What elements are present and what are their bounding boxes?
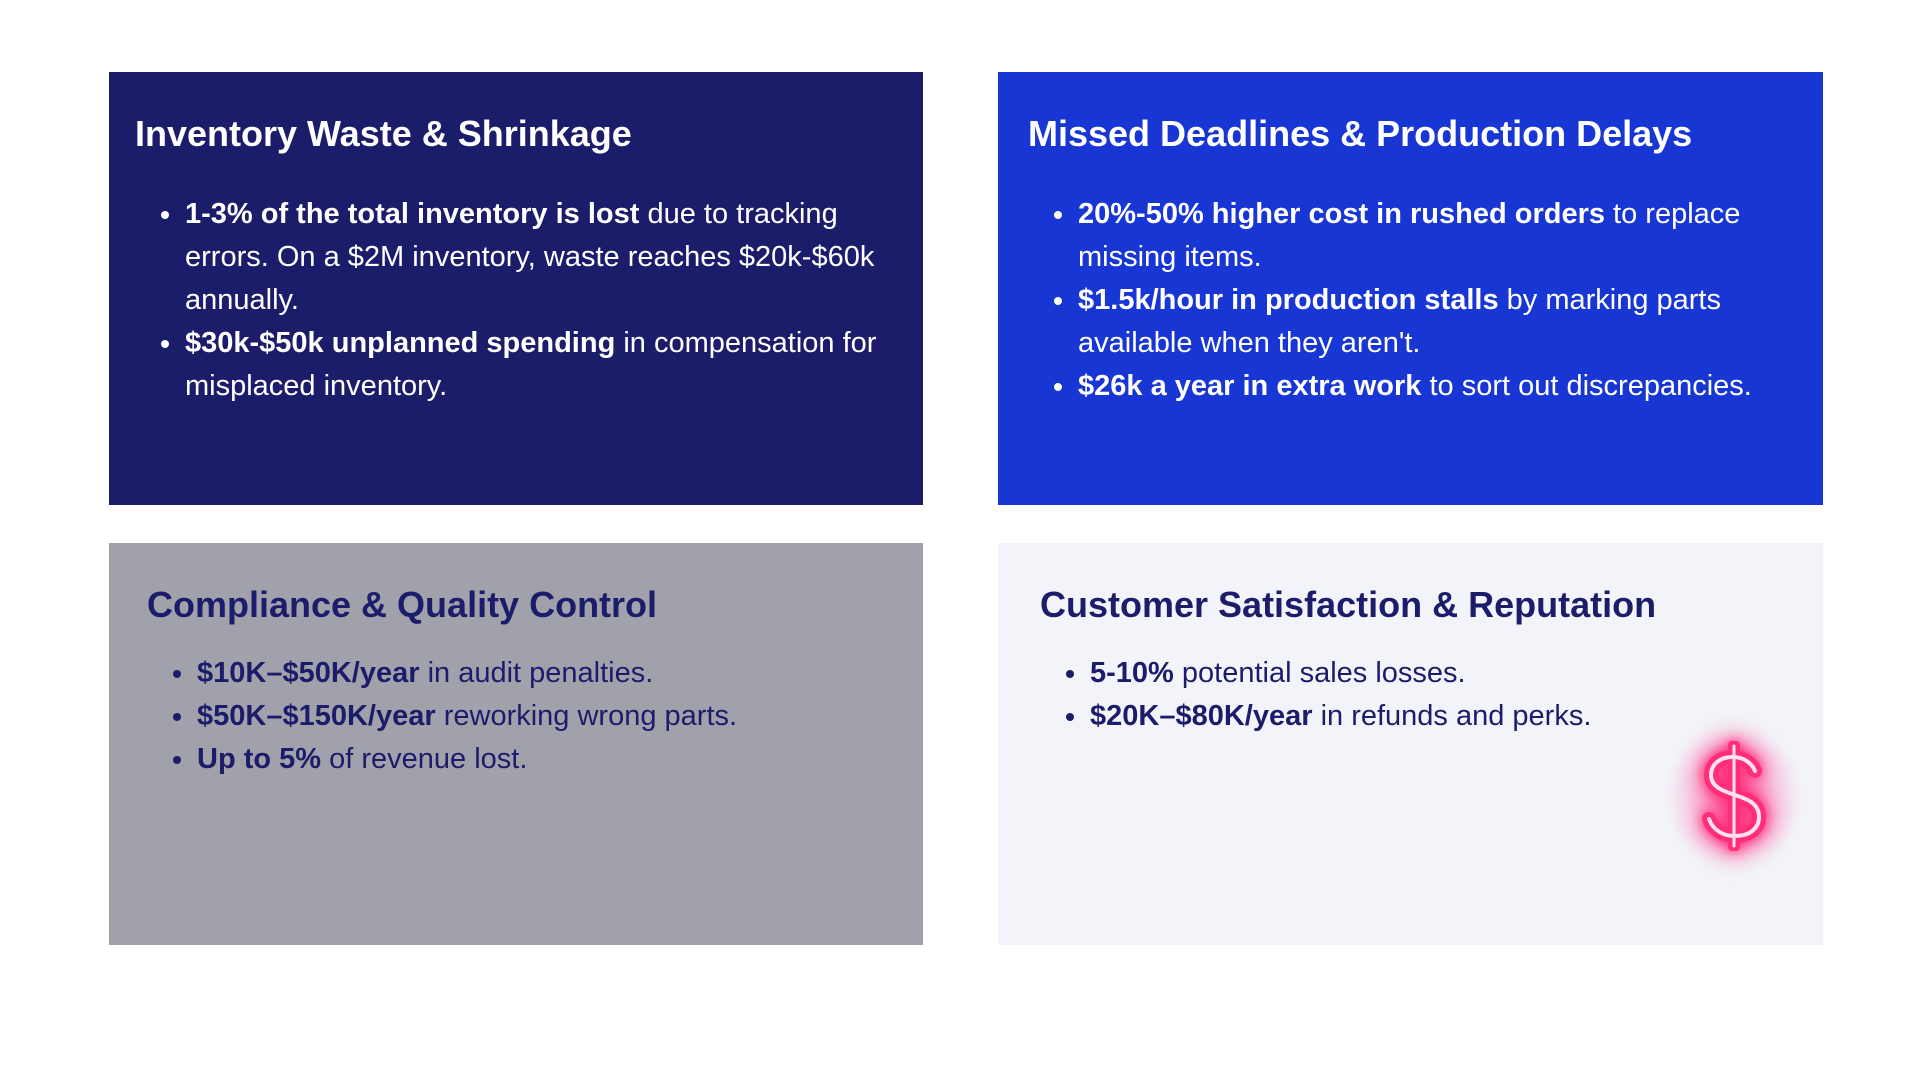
missed-deadlines-card: Missed Deadlines & Production Delays 20%… [998,72,1823,505]
item-text: reworking wrong parts. [435,700,738,733]
dollar-sign-icon [1702,741,1766,851]
item-text: by marking parts available when they are… [1078,284,1721,360]
item-highlight: $30k-$50k unplanned spending [185,327,616,360]
list-item: 5-10% potential sales losses. [1066,652,1793,695]
item-highlight: $26k a year in extra work [1078,370,1422,403]
bullet-list: 5-10% potential sales losses. $20K–$80K/… [1040,652,1793,738]
list-item: $26k a year in extra work to sort out di… [1054,365,1793,408]
list-item: $1.5k/hour in production stalls by marki… [1054,279,1793,365]
bullet-list: 20%-50% higher cost in rushed orders to … [1028,193,1793,408]
list-item: 20%-50% higher cost in rushed orders to … [1054,193,1793,279]
item-highlight: 20%-50% higher cost in rushed orders [1078,198,1605,231]
item-text: of revenue lost. [321,743,528,776]
card-title: Compliance & Quality Control [147,584,658,625]
item-highlight: $10K–$50K/year [197,657,420,690]
list-item: $10K–$50K/year in audit penalties. [173,652,893,695]
item-highlight: $50K–$150K/year [197,700,436,733]
item-text: in audit penalties. [419,657,654,690]
bullet-list: 1-3% of the total inventory is lost due … [135,193,893,408]
list-item: $30k-$50k unplanned spending in compensa… [161,322,893,408]
neon-dollar-icon [1645,705,1823,887]
item-text: due to tracking errors. On a $2M invento… [185,198,875,317]
card-title: Missed Deadlines & Production Delays [1028,113,1693,154]
item-text: in refunds and perks. [1312,700,1592,733]
item-highlight: $1.5k/hour in production stalls [1078,284,1499,317]
item-highlight: 5-10% [1090,657,1174,690]
list-item: 1-3% of the total inventory is lost due … [161,193,893,322]
list-item: $20K–$80K/year in refunds and perks. [1066,695,1793,738]
list-item: $50K–$150K/year reworking wrong parts. [173,695,893,738]
item-highlight: 1-3% of the total inventory is lost [185,198,640,231]
card-title: Inventory Waste & Shrinkage [135,113,632,154]
card-title: Customer Satisfaction & Reputation [1040,584,1657,625]
item-text: to replace missing items. [1078,198,1741,274]
compliance-card: Compliance & Quality Control $10K–$50K/y… [109,543,923,945]
list-item: Up to 5% of revenue lost. [173,738,893,781]
item-text: potential sales losses. [1173,657,1466,690]
bullet-list: $10K–$50K/year in audit penalties. $50K–… [147,652,893,781]
item-text: in compensation for misplaced inventory. [185,327,877,403]
item-highlight: $20K–$80K/year [1090,700,1313,733]
inventory-waste-card: Inventory Waste & Shrinkage 1-3% of the … [109,72,923,505]
item-text: to sort out discrepancies. [1421,370,1752,403]
item-highlight: Up to 5% [197,743,322,776]
